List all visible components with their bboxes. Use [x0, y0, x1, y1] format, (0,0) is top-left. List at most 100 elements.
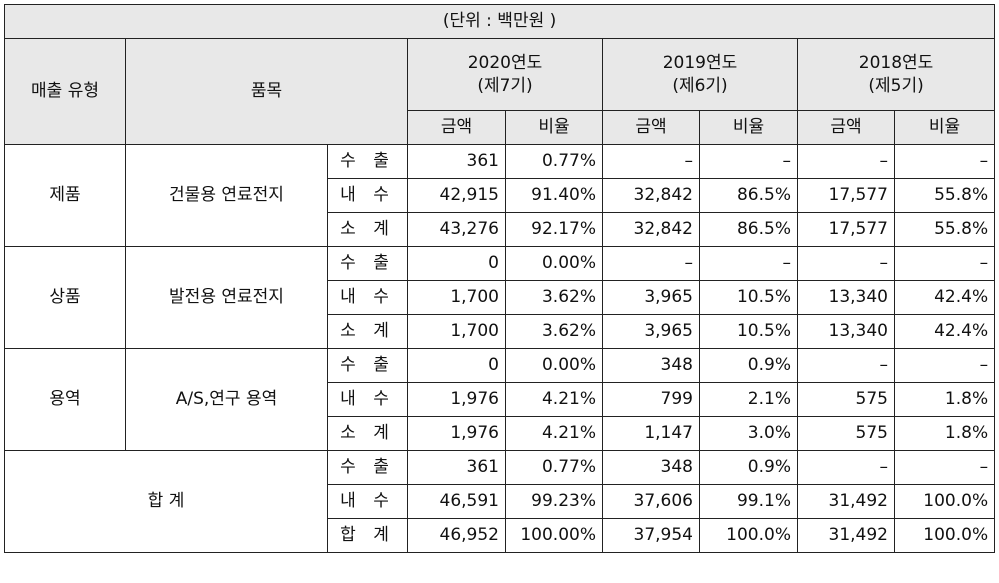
table-row: 소 계 43,276 92.17% 32,842 86.5% 17,577 55.8% — [5, 212, 996, 247]
ratio-cell: 4.21% — [505, 382, 603, 417]
ratio-cell: 42.4% — [893, 280, 996, 315]
ratio-cell: 10.5% — [699, 314, 798, 349]
ratio-cell: 1.8% — [893, 382, 996, 417]
total-row: 내 수 46,591 99.23% 37,606 99.1% 31,492 100.0% — [5, 484, 996, 519]
kind-cell: 소 계 — [327, 212, 408, 247]
sales-type-cell: 상품 — [4, 246, 126, 349]
amount-cell: 17,577 — [797, 178, 895, 213]
ratio-cell: 99.1% — [699, 484, 798, 519]
year-label: 2018연도 — [858, 52, 934, 73]
kind-cell: 내 수 — [327, 484, 408, 519]
table-row: 내 수 1,700 3.62% 3,965 10.5% 13,340 42.4% — [5, 280, 996, 315]
amount-cell: 32,842 — [602, 212, 700, 247]
amount-cell: – — [602, 246, 700, 281]
kind-cell: 수 출 — [327, 246, 408, 281]
amount-cell: 37,606 — [602, 484, 700, 519]
amount-cell: 46,952 — [407, 518, 506, 553]
table-row: 상품 발전용 연료전지 수 출 0 0.00% – – – – — [4, 246, 996, 349]
header-sales-type: 매출 유형 — [4, 38, 126, 145]
amount-cell: 361 — [407, 450, 506, 485]
amount-cell: 1,700 — [407, 314, 506, 349]
kind-cell: 수 출 — [327, 450, 408, 485]
ratio-cell: 4.21% — [505, 416, 603, 451]
ratio-cell: 91.40% — [505, 178, 603, 213]
amount-cell: 575 — [797, 382, 895, 417]
ratio-cell: 0.00% — [505, 246, 603, 281]
term-label: (제5기) — [868, 75, 924, 96]
sales-type-cell: 용역 — [4, 348, 126, 451]
amount-cell: 575 — [797, 416, 895, 451]
amount-cell: 0 — [407, 246, 506, 281]
amount-cell: 42,915 — [407, 178, 506, 213]
amount-cell: 1,700 — [407, 280, 506, 315]
ratio-cell: 0.77% — [505, 144, 603, 179]
header-row-metrics: 금액 비율 금액 비율 금액 비율 — [5, 110, 996, 145]
kind-cell: 수 출 — [327, 348, 408, 383]
ratio-cell: 86.5% — [699, 178, 798, 213]
ratio-cell: 55.8% — [893, 178, 996, 213]
header-item: 품목 — [125, 38, 408, 145]
ratio-cell: 100.00% — [505, 518, 603, 553]
amount-cell: 3,965 — [602, 314, 700, 349]
kind-cell: 합 계 — [327, 518, 408, 553]
amount-cell: 13,340 — [797, 280, 895, 315]
table-body: 제품 건물용 연료전지 수 출 361 0.77% – – – – 내 수 42,915 91.40%… — [4, 144, 996, 553]
kind-cell: 내 수 — [327, 178, 408, 213]
amount-cell: – — [797, 144, 895, 179]
item-cell: 건물용 연료전지 — [125, 144, 328, 247]
amount-cell: 37,954 — [602, 518, 700, 553]
kind-cell: 내 수 — [327, 382, 408, 417]
kind-cell: 수 출 — [327, 144, 408, 179]
ratio-cell: 3.62% — [505, 314, 603, 349]
amount-cell: 13,340 — [797, 314, 895, 349]
amount-cell: 1,976 — [407, 382, 506, 417]
ratio-cell: 100.0% — [893, 518, 996, 553]
ratio-cell: – — [893, 144, 996, 179]
ratio-cell: – — [699, 246, 798, 281]
amount-cell: 43,276 — [407, 212, 506, 247]
sales-type-cell: 제품 — [4, 144, 126, 247]
ratio-cell: – — [893, 246, 996, 281]
amount-cell: – — [797, 450, 895, 485]
amount-cell: 46,591 — [407, 484, 506, 519]
kind-cell: 내 수 — [327, 280, 408, 315]
year-label: 2019연도 — [662, 52, 738, 73]
ratio-cell: 42.4% — [893, 314, 996, 349]
table-row: 내 수 42,915 91.40% 32,842 86.5% 17,577 55.8% — [5, 178, 996, 213]
amount-cell: 348 — [602, 348, 700, 383]
ratio-cell: – — [893, 348, 996, 383]
ratio-cell: 0.00% — [505, 348, 603, 383]
amount-cell: 799 — [602, 382, 700, 417]
ratio-cell: 0.9% — [699, 450, 798, 485]
term-label: (제6기) — [672, 75, 728, 96]
ratio-cell: 99.23% — [505, 484, 603, 519]
header-ratio: 비율 — [893, 110, 996, 145]
header-year-2018: 2018연도 (제5기) — [796, 38, 996, 111]
amount-cell: 3,965 — [602, 280, 700, 315]
amount-cell: 1,147 — [602, 416, 700, 451]
amount-cell: – — [797, 246, 895, 281]
table-row: 소 계 1,976 4.21% 1,147 3.0% 575 1.8% — [5, 416, 996, 451]
header-row-years: 매출 유형 품목 2020연도 (제7기) 2019연도 (제6기) 2018연… — [4, 38, 996, 145]
item-cell: A/S,연구 용역 — [125, 348, 328, 451]
kind-cell: 소 계 — [327, 416, 408, 451]
total-row: 합 계 46,952 100.00% 37,954 100.0% 31,492 100.0% — [5, 518, 996, 553]
ratio-cell: 10.5% — [699, 280, 798, 315]
table-row: 내 수 1,976 4.21% 799 2.1% 575 1.8% — [5, 382, 996, 417]
header-amount: 금액 — [602, 110, 700, 145]
ratio-cell: 2.1% — [699, 382, 798, 417]
amount-cell: 1,976 — [407, 416, 506, 451]
table-row: 소 계 1,700 3.62% 3,965 10.5% 13,340 42.4% — [5, 314, 996, 349]
ratio-cell: 3.62% — [505, 280, 603, 315]
ratio-cell: 55.8% — [893, 212, 996, 247]
amount-cell: – — [602, 144, 700, 179]
header-ratio: 비율 — [699, 110, 798, 145]
unit-label: (단위 : 백만원 ) — [3, 4, 996, 39]
ratio-cell: 100.0% — [893, 484, 996, 519]
table-row: 용역 A/S,연구 용역 수 출 0 0.00% 348 0.9% – – — [4, 348, 996, 451]
ratio-cell: 0.77% — [505, 450, 603, 485]
amount-cell: 17,577 — [797, 212, 895, 247]
ratio-cell: – — [699, 144, 798, 179]
ratio-cell: – — [893, 450, 996, 485]
